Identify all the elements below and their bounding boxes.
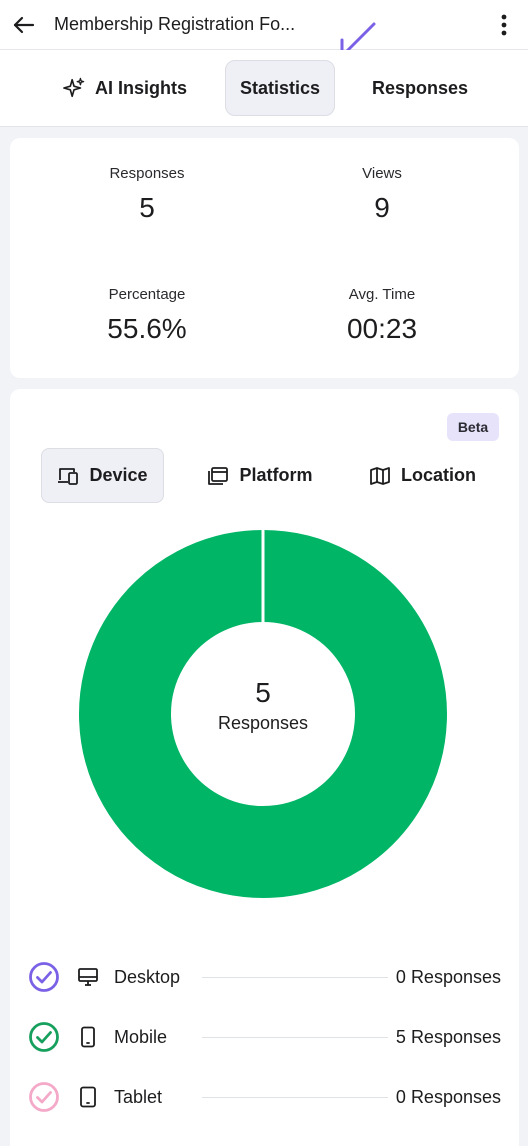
legend-divider xyxy=(202,1097,388,1098)
back-button[interactable] xyxy=(10,11,38,39)
legend-row-desktop[interactable]: Desktop 0 Responses xyxy=(28,957,508,997)
tablet-icon xyxy=(76,1085,100,1109)
arrow-left-icon xyxy=(13,16,35,34)
more-options-button[interactable] xyxy=(492,11,516,39)
legend-row-tablet[interactable]: Tablet 0 Responses xyxy=(28,1077,508,1117)
segment-location[interactable]: Location xyxy=(355,448,490,503)
legend-count-unit: Responses xyxy=(410,967,501,987)
stat-value: 00:23 xyxy=(346,313,418,344)
donut-center-caption: Responses xyxy=(217,713,309,733)
donut-slice-mobile xyxy=(79,530,447,898)
stat-value: 5 xyxy=(139,192,155,223)
legend-count-value: 5 xyxy=(395,1027,406,1047)
legend-name: Mobile xyxy=(114,1027,168,1047)
view-tabs: AI Insights Statistics Responses xyxy=(0,50,528,127)
legend-divider xyxy=(202,977,388,978)
stat-responses: Responses 5 xyxy=(47,165,247,224)
legend-name: Tablet xyxy=(114,1087,163,1107)
segment-label: Platform xyxy=(239,465,313,485)
stat-avg-time: Avg. Time 00:23 xyxy=(282,286,482,345)
stat-label: Avg. Time xyxy=(348,286,416,303)
check-circle-icon[interactable] xyxy=(28,1081,60,1113)
stat-views: Views 9 xyxy=(282,165,482,224)
beta-badge: Beta xyxy=(447,413,499,441)
legend-count-unit: Responses xyxy=(410,1027,501,1047)
legend-divider xyxy=(202,1037,388,1038)
window-icon xyxy=(207,466,229,486)
tab-ai-insights[interactable]: AI Insights xyxy=(50,60,200,116)
check-circle-icon[interactable] xyxy=(28,1021,60,1053)
tab-label: Statistics xyxy=(239,77,321,98)
donut-center-value: 5 xyxy=(255,677,271,708)
segment-device[interactable]: Device xyxy=(41,448,164,503)
stat-label: Views xyxy=(362,165,402,182)
legend-row-mobile[interactable]: Mobile 5 Responses xyxy=(28,1017,508,1057)
stat-label: Percentage xyxy=(108,286,186,303)
phone-icon xyxy=(76,1025,100,1049)
legend-count-value: 0 xyxy=(395,967,406,987)
app-header: Membership Registration Fo... xyxy=(0,0,528,58)
tab-statistics[interactable]: Statistics xyxy=(225,60,335,116)
stat-label: Responses xyxy=(109,165,185,182)
breakdown-card: Beta Device Platform Location 5 xyxy=(10,389,519,1146)
legend-count-value: 0 xyxy=(395,1087,406,1107)
map-icon xyxy=(369,466,391,486)
tab-responses[interactable]: Responses xyxy=(355,60,485,116)
legend-count: 5 Responses xyxy=(396,1027,501,1048)
devices-icon xyxy=(57,466,79,486)
stats-summary-card: Responses 5 Views 9 Percentage 55.6% Avg… xyxy=(10,138,519,378)
check-circle-icon[interactable] xyxy=(28,961,60,993)
stat-value: 9 xyxy=(374,192,390,223)
legend-name: Desktop xyxy=(114,967,181,987)
monitor-icon xyxy=(76,965,100,989)
legend-count: 0 Responses xyxy=(396,1087,501,1108)
sparkle-icon xyxy=(63,77,85,99)
segment-label: Device xyxy=(89,465,148,485)
donut-center-label: 5 Responses xyxy=(138,677,388,734)
page-title: Membership Registration Fo... xyxy=(54,14,296,34)
kebab-menu-icon xyxy=(501,14,507,36)
device-donut-chart xyxy=(79,529,447,898)
segment-label: Location xyxy=(401,465,476,485)
tab-label: Responses xyxy=(371,77,469,98)
legend-count-unit: Responses xyxy=(410,1087,501,1107)
tab-label: AI Insights xyxy=(94,77,187,98)
stat-value: 55.6% xyxy=(107,313,187,344)
stat-percentage: Percentage 55.6% xyxy=(47,286,247,345)
legend-count: 0 Responses xyxy=(396,967,501,988)
segment-platform[interactable]: Platform xyxy=(195,448,325,503)
